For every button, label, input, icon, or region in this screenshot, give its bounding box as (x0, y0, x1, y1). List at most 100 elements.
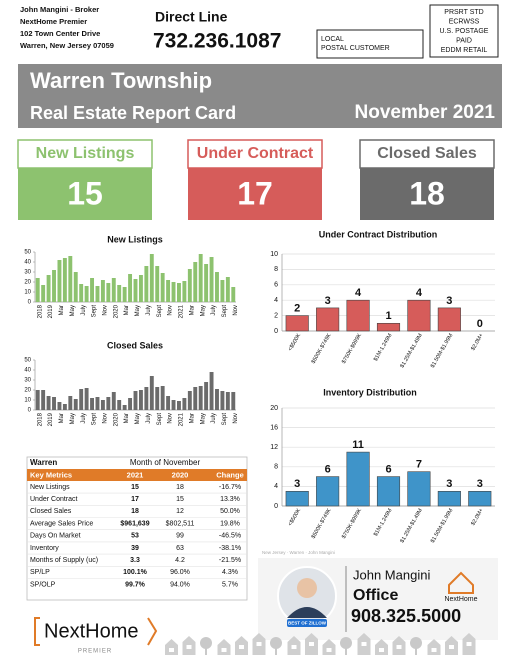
mail-to-line: POSTAL CUSTOMER (321, 45, 390, 52)
postage-line: U.S. POSTAGE (440, 28, 489, 35)
y-tick-label: 0 (28, 300, 32, 306)
x-tick-label: 2021 (179, 304, 185, 318)
bar (138, 275, 143, 302)
y-tick-label: 4 (274, 483, 278, 490)
y-tick-label: 20 (24, 280, 31, 286)
footer-logo: NextHome (44, 620, 138, 642)
table-cell: 3.3 (130, 557, 140, 564)
house-window (326, 648, 332, 652)
value-label: 3 (446, 295, 452, 307)
tree (340, 637, 352, 649)
bar (133, 279, 138, 302)
table-cell: Days On Market (30, 533, 81, 540)
bar (95, 286, 100, 302)
postage-line: PRSRT STD (444, 9, 483, 16)
table-cell: 13.3% (220, 496, 240, 503)
card-caption: New Jersey · Warren · John Mangini (262, 550, 335, 555)
x-tick-label: 2018 (37, 304, 43, 318)
y-tick-label: 50 (24, 358, 31, 364)
y-tick-label: 10 (24, 398, 31, 404)
bar (84, 286, 89, 302)
x-tick-label: May (70, 413, 76, 424)
house-window (466, 642, 472, 646)
bar (407, 471, 431, 507)
table-cell: 100.1% (123, 569, 148, 576)
table-cell: $961,639 (120, 520, 149, 527)
bar (166, 280, 171, 302)
bar (171, 400, 176, 410)
agent-photo-suit (287, 607, 327, 618)
bar (193, 387, 198, 410)
house (217, 639, 231, 655)
x-tick-label: May (200, 413, 206, 424)
house (375, 639, 388, 655)
agent-phone: 908.325.5000 (351, 606, 461, 626)
x-tick-label: Mar (124, 305, 130, 315)
address-box (316, 29, 424, 59)
table-cell: SP/OLP (30, 581, 56, 588)
bar (225, 392, 230, 410)
bar (160, 273, 165, 302)
stat-box-top (17, 139, 153, 169)
bar (46, 275, 51, 302)
bar (285, 315, 309, 332)
bar (84, 388, 89, 410)
bar (95, 397, 100, 410)
table-cell: Closed Sales (30, 508, 72, 515)
y-tick-label: 6 (274, 282, 278, 289)
card-brand: NextHome (444, 596, 477, 603)
bar (437, 307, 461, 332)
bar (316, 307, 340, 332)
chart-title: Under Contract Distribution (319, 229, 438, 239)
stat-value: 17 (237, 175, 273, 211)
x-tick-label: Mar (124, 413, 130, 423)
table-cell: 50.0% (220, 508, 240, 515)
bar (133, 391, 138, 410)
bar (57, 260, 62, 302)
y-tick-label: 40 (24, 260, 31, 266)
table-header: 2020 (172, 470, 189, 479)
chart-title: Closed Sales (107, 340, 163, 350)
bar (57, 402, 62, 410)
table-cell: 4.3% (222, 569, 238, 576)
office-label: Office (353, 587, 398, 604)
report-month: November 2021 (355, 102, 496, 123)
value-label: 2 (294, 303, 300, 315)
bar (468, 490, 492, 507)
stat-box-bottom (188, 168, 322, 220)
y-tick-label: 0 (274, 328, 278, 335)
bar (204, 382, 209, 410)
stat-box-bottom (360, 168, 494, 220)
agent-line: Warren, New Jersey 07059 (20, 41, 114, 50)
bar (187, 391, 192, 410)
table-period: Month of November (130, 458, 201, 467)
town-title: Warren Township (30, 68, 212, 93)
stat-label: Closed Sales (377, 145, 477, 162)
y-tick-label: 0 (274, 503, 278, 510)
bar (198, 386, 203, 410)
value-label: 4 (355, 287, 362, 299)
table-cell: 15 (176, 496, 184, 503)
bar (182, 398, 187, 410)
tree-trunk (415, 648, 417, 655)
table-cell: 99 (176, 533, 184, 540)
bar (144, 387, 149, 410)
mail-to-line: LOCAL (321, 36, 344, 43)
table-cell: -16.7% (219, 484, 241, 491)
x-tick-label: 2018 (37, 412, 43, 426)
house-window (449, 645, 454, 649)
bar (437, 490, 461, 507)
x-tick-label: Nov (233, 305, 239, 316)
tree-trunk (205, 648, 207, 655)
table-header: 2021 (127, 470, 144, 479)
bar (198, 254, 203, 302)
table-cell: -46.5% (219, 533, 241, 540)
bar (100, 400, 105, 410)
bar (117, 285, 122, 302)
x-tick-label: Nov (102, 413, 108, 424)
y-tick-label: 12 (270, 444, 278, 451)
x-tick-label: July (211, 305, 217, 316)
bar (128, 398, 133, 410)
